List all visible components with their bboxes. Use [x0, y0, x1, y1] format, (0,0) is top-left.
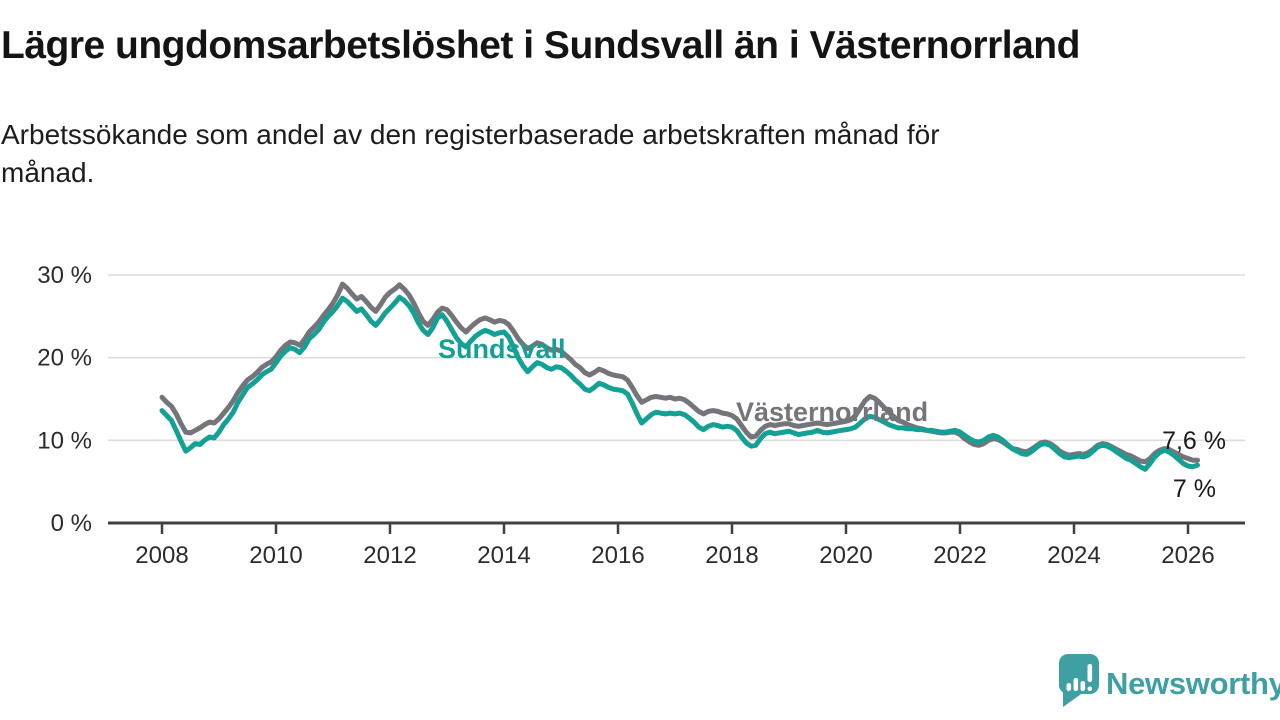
- annotation-layer: Sundsvall Västernorrland 7,6 % 7 %: [438, 334, 1226, 503]
- x-tick-label: 2020: [819, 542, 872, 569]
- x-tick-label: 2010: [249, 542, 302, 569]
- x-tick-label: 2016: [591, 542, 644, 569]
- axis-layer: 0 % 10 % 20 % 30 % 2008 2010 2012 2014 2016 2018 2…: [37, 262, 1245, 569]
- newsworthy-logo: Newsworthy: [1059, 654, 1280, 707]
- x-tick-label: 2026: [1161, 542, 1214, 569]
- series-label-sundsvall: Sundsvall: [438, 334, 566, 364]
- y-tick-label: 0 %: [51, 510, 92, 537]
- x-tick-label: 2018: [705, 542, 758, 569]
- y-tick-label: 10 %: [37, 427, 92, 454]
- newsworthy-wordmark: Newsworthy: [1106, 666, 1280, 701]
- newsworthy-icon: [1059, 654, 1099, 707]
- x-tick-label: 2008: [135, 542, 188, 569]
- chart-title: Lägre ungdomsarbetslöshet i Sundsvall än…: [1, 24, 1080, 67]
- x-tick-label: 2012: [363, 542, 416, 569]
- series-layer: [159, 281, 1200, 472]
- x-tick-label: 2022: [933, 542, 986, 569]
- end-value-label-vasternorrland: 7,6 %: [1162, 427, 1226, 455]
- y-tick-label: 30 %: [37, 262, 92, 289]
- vasternorrland-line: [159, 281, 1200, 465]
- gridline-layer: [108, 274, 1245, 442]
- x-tick-label: 2014: [477, 542, 530, 569]
- end-value-label-sundsvall: 7 %: [1173, 475, 1216, 503]
- x-tick-label: 2024: [1047, 542, 1100, 569]
- sundsvall-line: [159, 294, 1200, 472]
- chart-subtitle: Arbetssökande som andel av den registerb…: [1, 119, 940, 188]
- series-label-vasternorrland: Västernorrland: [736, 397, 928, 427]
- y-tick-label: 20 %: [37, 345, 92, 372]
